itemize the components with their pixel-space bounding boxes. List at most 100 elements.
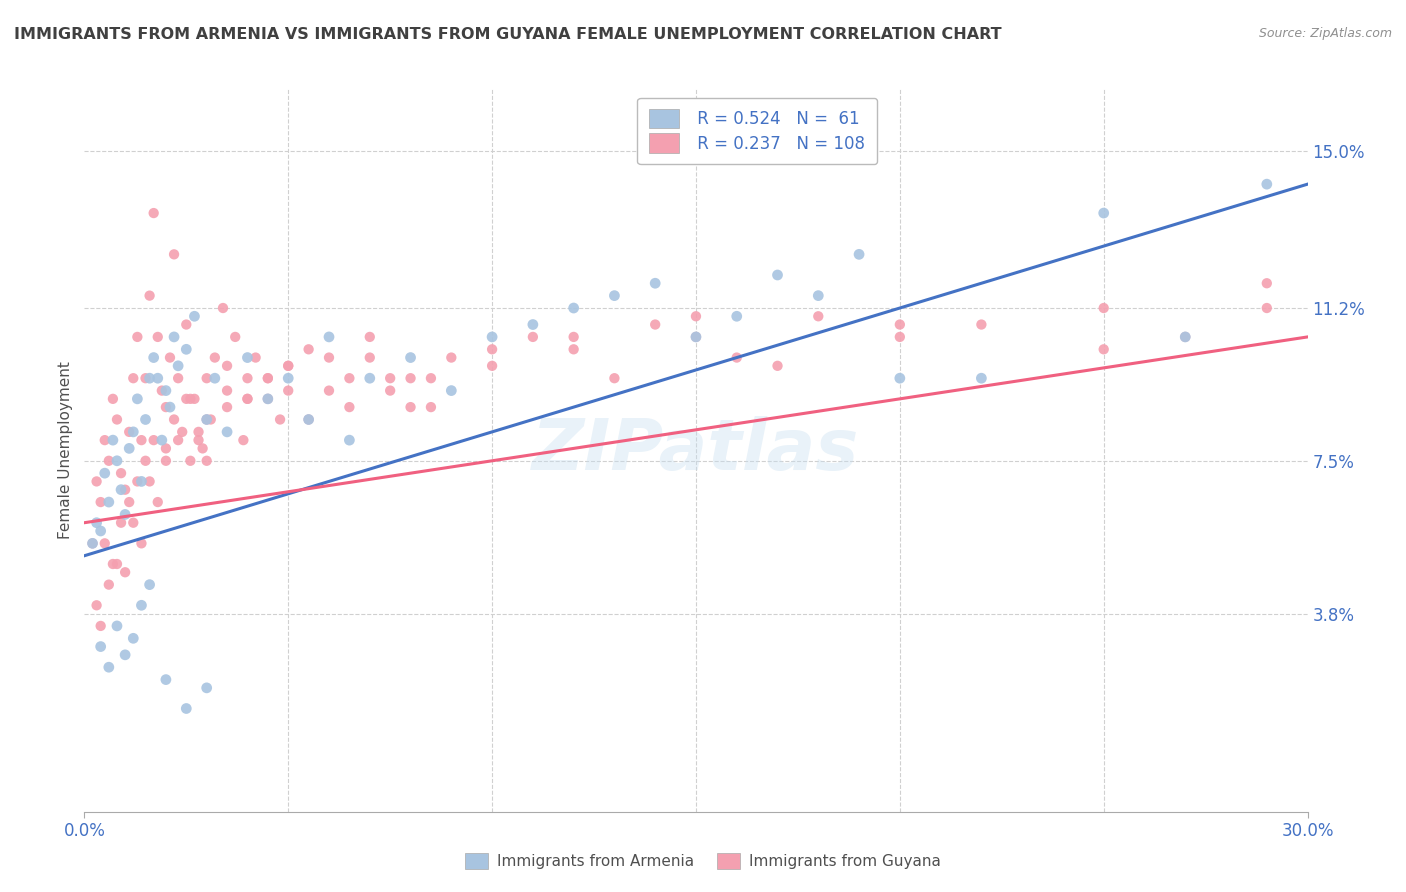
- Point: [163, 412, 186, 426]
- Point: [359, 351, 381, 365]
- Point: [131, 536, 153, 550]
- Point: [195, 681, 218, 695]
- Point: [86, 475, 108, 489]
- Point: [191, 442, 214, 456]
- Point: [195, 371, 218, 385]
- Point: [82, 536, 104, 550]
- Point: [97, 495, 120, 509]
- Point: [1092, 343, 1115, 357]
- Point: [195, 454, 218, 468]
- Point: [114, 508, 136, 522]
- Point: [339, 433, 361, 447]
- Point: [224, 330, 246, 344]
- Point: [142, 351, 165, 365]
- Point: [183, 310, 205, 324]
- Point: [380, 371, 402, 385]
- Point: [562, 343, 585, 357]
- Point: [86, 516, 108, 530]
- Point: [174, 318, 197, 332]
- Point: [138, 577, 160, 591]
- Point: [114, 483, 136, 497]
- Point: [889, 318, 911, 332]
- Point: [257, 371, 280, 385]
- Point: [110, 516, 132, 530]
- Point: [232, 433, 254, 447]
- Point: [187, 433, 209, 447]
- Point: [725, 351, 748, 365]
- Point: [970, 371, 993, 385]
- Point: [562, 330, 585, 344]
- Point: [82, 536, 104, 550]
- Point: [101, 433, 124, 447]
- Point: [90, 524, 112, 538]
- Point: [562, 301, 585, 315]
- Point: [1174, 330, 1197, 344]
- Point: [127, 475, 149, 489]
- Point: [440, 384, 463, 398]
- Legend:  R = 0.524   N =  61,  R = 0.237   N = 108: R = 0.524 N = 61, R = 0.237 N = 108: [637, 97, 877, 164]
- Point: [142, 206, 165, 220]
- Point: [440, 351, 463, 365]
- Point: [339, 371, 361, 385]
- Point: [217, 384, 239, 398]
- Point: [93, 433, 115, 447]
- Point: [236, 392, 259, 406]
- Point: [167, 371, 190, 385]
- Point: [318, 330, 340, 344]
- Point: [155, 384, 177, 398]
- Point: [1256, 177, 1278, 191]
- Point: [179, 392, 201, 406]
- Point: [848, 247, 870, 261]
- Point: [195, 412, 218, 426]
- Point: [204, 371, 226, 385]
- Point: [257, 392, 280, 406]
- Point: [105, 454, 128, 468]
- Point: [97, 577, 120, 591]
- Point: [195, 412, 218, 426]
- Point: [131, 433, 153, 447]
- Point: [127, 330, 149, 344]
- Point: [131, 599, 153, 613]
- Point: [766, 268, 789, 282]
- Point: [183, 392, 205, 406]
- Point: [155, 454, 177, 468]
- Point: [163, 247, 186, 261]
- Point: [146, 371, 169, 385]
- Point: [685, 310, 707, 324]
- Point: [200, 412, 222, 426]
- Point: [1092, 301, 1115, 315]
- Point: [685, 330, 707, 344]
- Point: [807, 310, 830, 324]
- Point: [257, 392, 280, 406]
- Point: [277, 371, 299, 385]
- Point: [1256, 301, 1278, 315]
- Point: [217, 359, 239, 373]
- Point: [236, 392, 259, 406]
- Point: [114, 566, 136, 580]
- Point: [204, 351, 226, 365]
- Point: [603, 371, 626, 385]
- Point: [269, 412, 291, 426]
- Point: [93, 536, 115, 550]
- Point: [135, 454, 157, 468]
- Point: [380, 384, 402, 398]
- Point: [150, 384, 173, 398]
- Point: [97, 660, 120, 674]
- Point: [187, 425, 209, 439]
- Point: [90, 495, 112, 509]
- Point: [93, 466, 115, 480]
- Point: [146, 330, 169, 344]
- Text: ZIPatlas: ZIPatlas: [533, 416, 859, 485]
- Point: [127, 392, 149, 406]
- Point: [118, 425, 141, 439]
- Point: [236, 371, 259, 385]
- Point: [86, 599, 108, 613]
- Point: [167, 433, 190, 447]
- Point: [122, 371, 145, 385]
- Point: [1174, 330, 1197, 344]
- Point: [174, 392, 197, 406]
- Text: IMMIGRANTS FROM ARMENIA VS IMMIGRANTS FROM GUYANA FEMALE UNEMPLOYMENT CORRELATIO: IMMIGRANTS FROM ARMENIA VS IMMIGRANTS FR…: [14, 27, 1001, 42]
- Point: [889, 330, 911, 344]
- Legend: Immigrants from Armenia, Immigrants from Guyana: Immigrants from Armenia, Immigrants from…: [458, 847, 948, 875]
- Point: [236, 351, 259, 365]
